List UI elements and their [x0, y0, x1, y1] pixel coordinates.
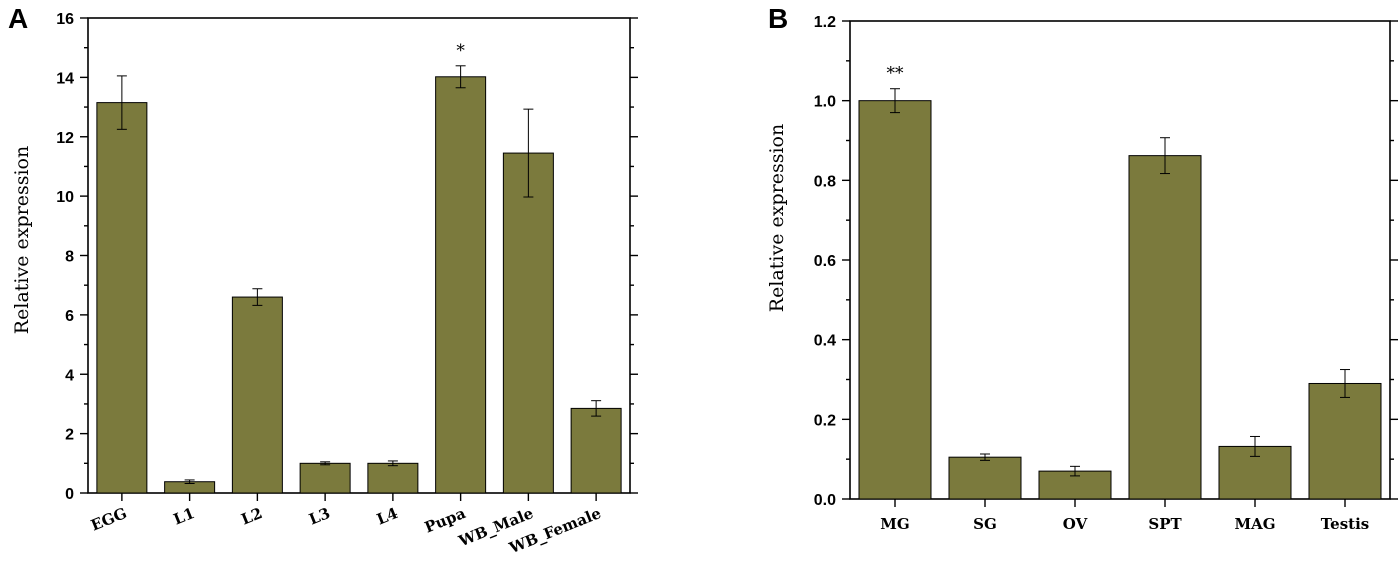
x-tick-label: MAG — [1234, 515, 1275, 533]
y-tick-label: 0.4 — [814, 333, 836, 350]
significance-label: ** — [887, 64, 905, 84]
x-tick-label: L1 — [171, 504, 197, 529]
bar-l3 — [299, 462, 351, 494]
y-axis-title-b: Relative expression — [766, 124, 788, 312]
y-tick-label: 10 — [56, 189, 74, 206]
y-tick-label: 0.8 — [814, 173, 836, 190]
y-tick-label: 1.2 — [814, 14, 836, 31]
bar-egg — [96, 102, 148, 494]
panel-letter-a: A — [8, 3, 28, 34]
y-tick-label: 16 — [56, 11, 74, 28]
y-tick-label: 6 — [65, 308, 74, 325]
y-tick-label: 0.6 — [814, 253, 836, 270]
bar-wb-male — [502, 152, 554, 494]
y-tick-label: 8 — [65, 249, 74, 266]
y-tick-label: 1.0 — [814, 94, 836, 111]
x-tick-label: SPT — [1148, 515, 1182, 533]
bar-pupa — [435, 76, 487, 494]
significance-label: * — [456, 41, 465, 61]
panel-b: B Relative expression 0.0 0.2 0.4 0.6 0.8 1.0… — [766, 3, 1398, 533]
bar-l2 — [231, 296, 283, 494]
x-tick-label: L3 — [306, 504, 332, 529]
y-axis-title-a: Relative expression — [11, 146, 33, 334]
bar-wb-female — [570, 407, 622, 494]
bar-testis — [1308, 382, 1382, 500]
y-tick-label: 0.0 — [814, 492, 836, 509]
y-tick-label: 12 — [56, 130, 74, 147]
bar-mg — [858, 100, 932, 500]
y-tick-label: 0.2 — [814, 412, 836, 429]
x-tick-label: OV — [1063, 515, 1088, 533]
bar-l4 — [367, 462, 419, 494]
plot-area-b: 0.0 0.2 0.4 0.6 0.8 1.0 1.2 MG ** SG OV SPT MAG Testi… — [814, 14, 1398, 533]
x-tick-label: MG — [880, 515, 909, 533]
y-tick-label: 14 — [56, 70, 74, 87]
x-tick-label: EGG — [88, 504, 129, 535]
y-tick-label: 4 — [65, 367, 74, 384]
bar-sg — [948, 456, 1022, 500]
x-tick-label: Testis — [1321, 515, 1370, 533]
y-tick-label: 2 — [65, 427, 74, 444]
panel-letter-b: B — [768, 3, 788, 34]
y-tick-label: 0 — [65, 486, 74, 503]
x-tick-label: L2 — [239, 504, 265, 529]
x-tick-label: L4 — [374, 504, 400, 529]
panel-a: A Relative expression 0 2 4 6 8 10 12 14 16 EGG L1… — [8, 3, 638, 558]
x-tick-label: SG — [973, 515, 997, 533]
bar-spt — [1128, 155, 1202, 500]
